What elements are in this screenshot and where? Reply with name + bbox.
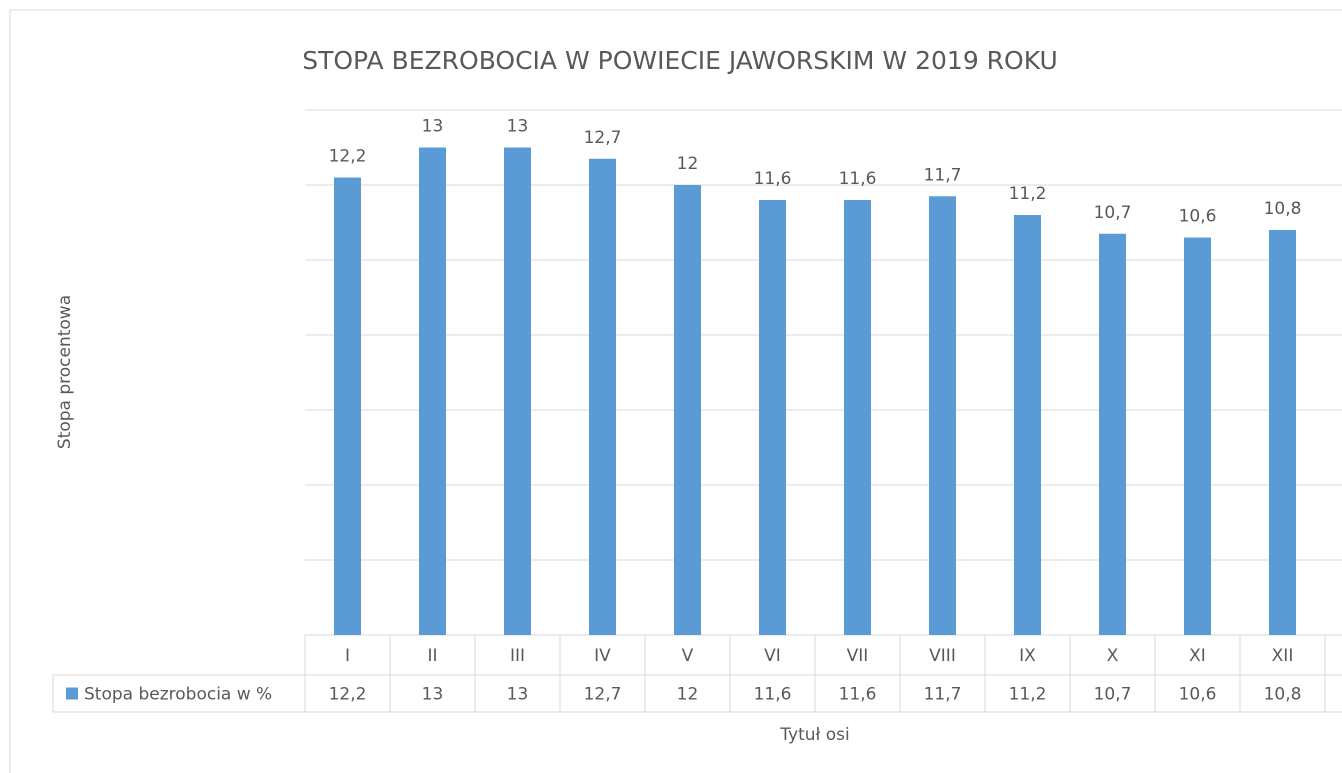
x-tick-label: IX: [1019, 646, 1036, 666]
bar: [419, 147, 446, 635]
table-value: 10,7: [1094, 685, 1132, 705]
bar: [1269, 230, 1296, 635]
x-tick-label: VII: [847, 646, 869, 666]
chart-title: STOPA BEZROBOCIA W POWIECIE JAWORSKIM W …: [302, 46, 1058, 75]
table-value: 11,7: [924, 685, 962, 705]
table-value: 11,2: [1009, 685, 1047, 705]
bar: [759, 200, 786, 635]
data-label: 12,2: [329, 147, 367, 167]
bar: [334, 177, 361, 635]
x-tick-label: IV: [594, 646, 611, 666]
data-label: 11,7: [924, 165, 962, 185]
x-tick-label: VIII: [929, 646, 956, 666]
table-value: 13: [422, 685, 444, 705]
data-label: 11,6: [754, 169, 792, 189]
data-label: 11,6: [839, 169, 877, 189]
legend-label: Stopa bezrobocia w %: [84, 685, 272, 705]
data-label: 10,6: [1179, 207, 1217, 227]
x-tick-label: I: [345, 646, 350, 666]
bar: [844, 200, 871, 635]
bar: [589, 158, 616, 635]
table-value: 10,6: [1179, 685, 1217, 705]
x-tick-label: VI: [764, 646, 781, 666]
table-value: 13: [507, 685, 529, 705]
bar: [674, 185, 701, 635]
data-label: 12: [677, 154, 699, 174]
bar: [1014, 215, 1041, 635]
table-value: 10,8: [1264, 685, 1302, 705]
x-tick-label: V: [682, 646, 694, 666]
data-label: 13: [422, 117, 444, 137]
table-value: 11,6: [754, 685, 792, 705]
x-tick-label: XI: [1189, 646, 1206, 666]
y-axis-title: Stopa procentowa: [55, 295, 75, 449]
x-tick-label: III: [510, 646, 525, 666]
legend-swatch: [66, 687, 78, 700]
data-label: 12,7: [584, 128, 622, 148]
table-value: 11,6: [839, 685, 877, 705]
bar: [504, 147, 531, 635]
x-axis-title: Tytuł osi: [779, 725, 849, 745]
bar: [929, 196, 956, 635]
data-label: 10,8: [1264, 199, 1302, 219]
table-value: 12,7: [584, 685, 622, 705]
data-label: 13: [507, 117, 529, 137]
table-value: 12,2: [329, 685, 367, 705]
x-tick-label: XII: [1272, 646, 1294, 666]
x-tick-label: X: [1107, 646, 1119, 666]
table-value: 12: [677, 685, 699, 705]
data-label: 10,7: [1094, 203, 1132, 223]
x-tick-label: II: [427, 646, 437, 666]
bar: [1099, 233, 1126, 635]
data-label: 11,2: [1009, 184, 1047, 204]
bar: [1184, 237, 1211, 635]
